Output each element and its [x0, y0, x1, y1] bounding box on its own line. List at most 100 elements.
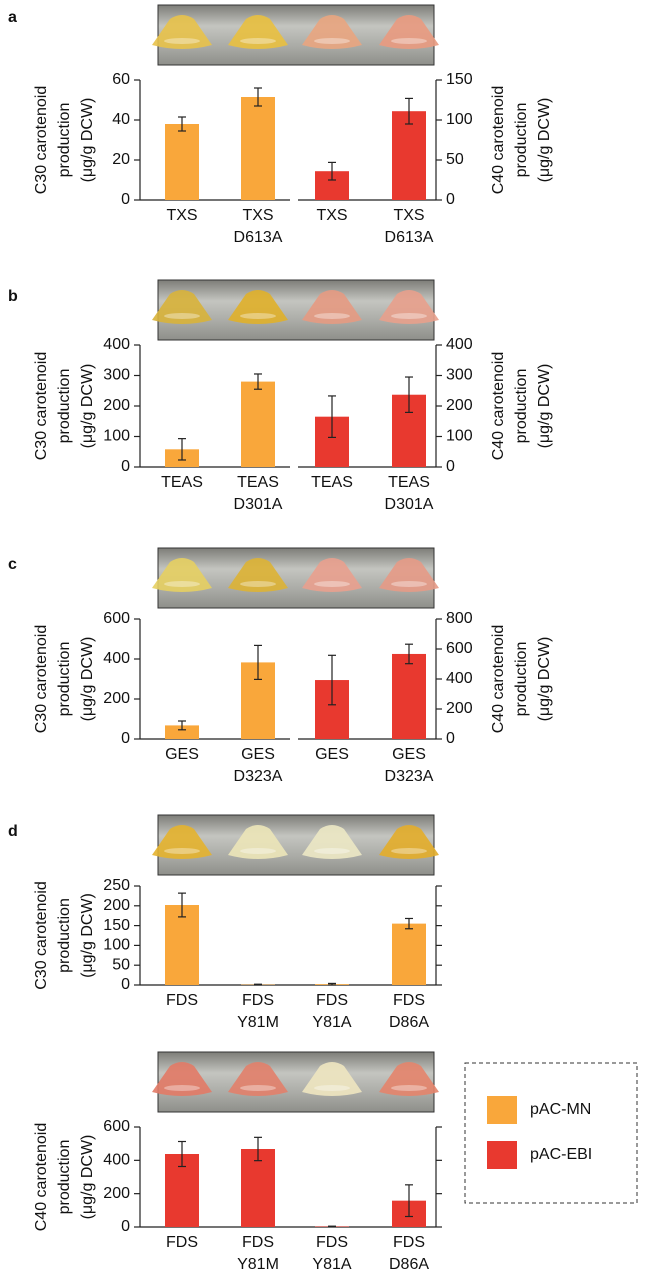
tube: [379, 825, 439, 859]
legend-swatch: [487, 1141, 517, 1169]
y-axis-label: (μg/g DCW): [79, 893, 96, 978]
error-bar: [254, 644, 262, 681]
bar: [241, 1149, 275, 1227]
tube: [302, 15, 362, 49]
y2-axis-label: (μg/g DCW): [536, 98, 553, 183]
y2-axis-label: production: [513, 103, 530, 178]
tube-highlight: [240, 1085, 276, 1091]
y-tick-label: 400: [103, 1152, 130, 1169]
bar: [165, 905, 199, 985]
error-bar: [254, 1136, 262, 1162]
y-axis-label: C30 carotenoid: [33, 625, 50, 734]
y2-axis-label: C40 carotenoid: [490, 86, 507, 195]
y-tick-label: 0: [121, 1218, 130, 1235]
y2-axis-label: (μg/g DCW): [536, 637, 553, 722]
bar: [241, 381, 275, 467]
y2-tick-label: 400: [446, 336, 473, 353]
error-bar: [254, 983, 262, 986]
error-bar: [328, 1225, 336, 1228]
tube-highlight: [391, 581, 427, 587]
y-tick-label: 0: [121, 730, 130, 747]
tube: [152, 825, 212, 859]
error-bar: [178, 116, 186, 132]
y2-tick-label: 100: [446, 428, 473, 445]
error-bar: [405, 643, 413, 665]
y-axis-label: C30 carotenoid: [33, 86, 50, 195]
x-tick-label: FDS: [316, 992, 348, 1009]
y2-tick-label: 800: [446, 610, 473, 627]
x-tick-label: FDS: [316, 1234, 348, 1251]
y-axis-label: production: [56, 369, 73, 444]
legend-label: pAC-EBI: [530, 1146, 592, 1163]
tube-highlight: [391, 848, 427, 854]
legend-box: [464, 1062, 638, 1204]
tube-highlight: [314, 848, 350, 854]
tube: [152, 290, 212, 324]
y-axis-label: production: [56, 1140, 73, 1215]
x-tick-label: FDS: [166, 992, 198, 1009]
error-bar: [328, 982, 336, 986]
x-tick-label: TXS: [242, 207, 273, 224]
y-tick-label: 100: [103, 937, 130, 954]
x-tick-label: TEAS: [237, 474, 279, 491]
tube-highlight: [391, 1085, 427, 1091]
y-axis-label: C30 carotenoid: [33, 352, 50, 461]
tube-highlight: [314, 1085, 350, 1091]
panel-letter: d: [8, 823, 18, 840]
y-axis-label: production: [56, 898, 73, 973]
x-tick-label: FDS: [393, 1234, 425, 1251]
y-tick-label: 100: [103, 428, 130, 445]
tube: [379, 15, 439, 49]
x-tick-label: D301A: [385, 496, 434, 513]
x-tick-label: TEAS: [388, 474, 430, 491]
y2-axis-label: production: [513, 642, 530, 717]
y2-tick-label: 300: [446, 367, 473, 384]
tube: [228, 558, 288, 592]
y-tick-label: 400: [103, 336, 130, 353]
x-tick-label: D613A: [234, 229, 283, 246]
y2-axis-label: C40 carotenoid: [490, 625, 507, 734]
y-tick-label: 200: [103, 397, 130, 414]
x-tick-label: Y81A: [312, 1256, 351, 1273]
tube-highlight: [164, 848, 200, 854]
y-tick-label: 50: [112, 956, 130, 973]
x-tick-label: TEAS: [311, 474, 353, 491]
tube-highlight: [314, 581, 350, 587]
legend-swatch: [487, 1096, 517, 1124]
y2-axis-label: (μg/g DCW): [536, 364, 553, 449]
y-tick-label: 150: [103, 917, 130, 934]
tube: [228, 15, 288, 49]
tube: [302, 290, 362, 324]
y-tick-label: 40: [112, 111, 130, 128]
x-tick-label: TXS: [393, 207, 424, 224]
y-axis-label: (μg/g DCW): [79, 98, 96, 183]
x-tick-label: GES: [165, 746, 199, 763]
tube-highlight: [314, 313, 350, 319]
y-axis-label: C30 carotenoid: [33, 881, 50, 990]
tube-highlight: [164, 1085, 200, 1091]
tube: [152, 15, 212, 49]
y-tick-label: 0: [121, 191, 130, 208]
tube-highlight: [240, 313, 276, 319]
x-tick-label: Y81M: [237, 1014, 279, 1031]
tube: [228, 290, 288, 324]
x-tick-label: FDS: [393, 992, 425, 1009]
y-tick-label: 600: [103, 610, 130, 627]
y-tick-label: 600: [103, 1118, 130, 1135]
y-tick-label: 200: [103, 1185, 130, 1202]
tube-highlight: [391, 38, 427, 44]
y-tick-label: 0: [121, 976, 130, 993]
error-bar: [254, 87, 262, 107]
error-bar: [178, 720, 186, 731]
y2-tick-label: 50: [446, 151, 464, 168]
error-bar: [328, 395, 336, 439]
tube: [228, 825, 288, 859]
bar: [165, 124, 199, 200]
y2-tick-label: 0: [446, 458, 455, 475]
panel-letter: b: [8, 288, 18, 305]
error-bar: [254, 373, 262, 390]
legend-label: pAC-MN: [530, 1101, 591, 1118]
tube: [302, 1062, 362, 1096]
y2-tick-label: 400: [446, 670, 473, 687]
